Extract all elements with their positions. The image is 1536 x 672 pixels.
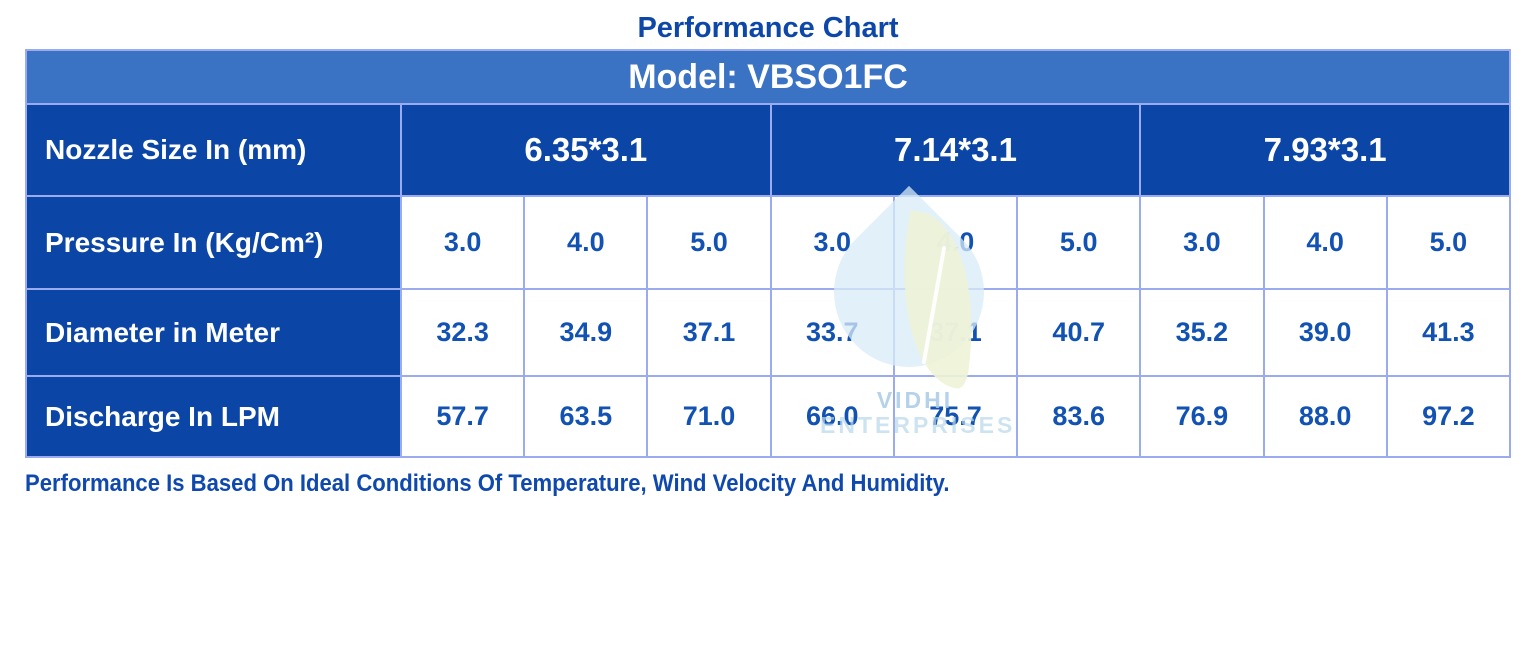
pressure-value: 3.0 (1139, 195, 1265, 290)
table-row: Diameter in Meter 32.3 34.9 37.1 33.7 37… (25, 288, 1512, 377)
pressure-value: 5.0 (646, 195, 772, 290)
row-header-diameter: Diameter in Meter (25, 288, 402, 377)
footnote-text: Performance Is Based On Ideal Conditions… (25, 470, 950, 497)
diameter-value: 34.9 (523, 288, 649, 377)
diameter-value: 37.1 (892, 288, 1019, 377)
pressure-value: 5.0 (1385, 195, 1512, 290)
pressure-value: 5.0 (1016, 195, 1142, 290)
page-title: Performance Chart (637, 12, 899, 44)
diameter-value: 41.3 (1385, 288, 1512, 377)
model-banner: Model: VBSO1FC (25, 49, 1511, 105)
pressure-value: 4.0 (523, 195, 649, 290)
pressure-value: 4.0 (892, 195, 1019, 290)
diameter-value: 39.0 (1262, 288, 1388, 377)
row-header-discharge: Discharge In LPM (25, 375, 402, 458)
discharge-value: 57.7 (399, 375, 526, 458)
table-row: Model: VBSO1FC (25, 49, 1511, 105)
row-header-pressure: Pressure In (Kg/Cm²) (25, 195, 402, 290)
diameter-value: 37.1 (646, 288, 772, 377)
discharge-value: 83.6 (1016, 375, 1142, 458)
pressure-value: 3.0 (769, 195, 895, 290)
discharge-value: 75.7 (892, 375, 1019, 458)
discharge-value: 76.9 (1139, 375, 1265, 458)
row-header-nozzle-size: Nozzle Size In (mm) (25, 103, 402, 197)
diameter-value: 32.3 (399, 288, 526, 377)
pressure-value: 4.0 (1262, 195, 1388, 290)
discharge-value: 66.0 (769, 375, 895, 458)
table-row: Pressure In (Kg/Cm²) 3.0 4.0 5.0 3.0 4.0… (25, 195, 1512, 290)
nozzle-size-value: 7.93*3.1 (1139, 103, 1511, 197)
table-row: Nozzle Size In (mm) 6.35*3.1 7.14*3.1 7.… (25, 103, 1511, 197)
diameter-value: 40.7 (1016, 288, 1142, 377)
discharge-value: 88.0 (1262, 375, 1388, 458)
table-row: Discharge In LPM 57.7 63.5 71.0 66.0 75.… (25, 375, 1512, 458)
discharge-value: 63.5 (523, 375, 649, 458)
discharge-value: 97.2 (1385, 375, 1512, 458)
diameter-value: 33.7 (769, 288, 895, 377)
performance-table: Model: VBSO1FC Nozzle Size In (mm) 6.35*… (25, 49, 1512, 458)
discharge-value: 71.0 (646, 375, 772, 458)
pressure-value: 3.0 (399, 195, 526, 290)
nozzle-size-value: 7.14*3.1 (769, 103, 1142, 197)
diameter-value: 35.2 (1139, 288, 1265, 377)
nozzle-size-value: 6.35*3.1 (400, 103, 772, 197)
